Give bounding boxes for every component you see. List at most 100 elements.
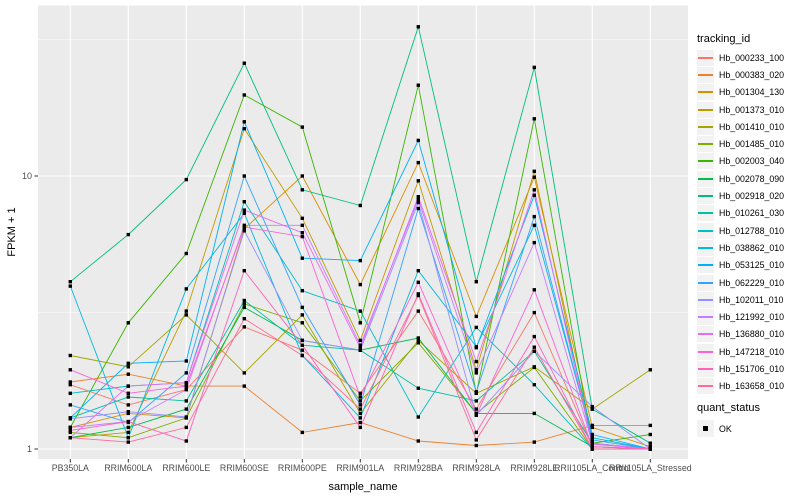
point-marker: [358, 395, 362, 399]
point-marker: [184, 387, 188, 392]
point-marker: [68, 430, 72, 435]
point-marker: [358, 321, 362, 325]
point-marker: [184, 309, 188, 313]
point-marker: [474, 280, 478, 284]
point-marker: [184, 371, 188, 375]
point-marker: [126, 372, 130, 376]
legend-item-Hb_102011_010: Hb_102011_010: [697, 291, 784, 308]
legend-item-Hb_062229_010: Hb_062229_010: [697, 274, 784, 291]
legend-item-label: Hb_002078_090: [719, 173, 785, 184]
x-tick-label: RRIM600LE: [162, 463, 210, 473]
legend-key-swatch-icon: [697, 205, 714, 222]
legend-item-label: Hb_001410_010: [719, 121, 785, 132]
point-marker: [126, 403, 130, 407]
legend-item-Hb_001410_010: Hb_001410_010: [697, 118, 784, 135]
x-tick-label: RRIM600PE: [278, 463, 327, 473]
legend-item-Hb_001485_010: Hb_001485_010: [697, 135, 784, 153]
point-marker: [358, 425, 362, 430]
point-marker: [68, 280, 72, 284]
point-marker: [416, 341, 420, 345]
legend-item-label: Hb_121992_010: [719, 312, 785, 323]
legend-item-Hb_151706_010: Hb_151706_010: [697, 360, 784, 377]
point-marker: [532, 383, 536, 387]
point-marker: [358, 411, 362, 416]
point-marker: [532, 440, 536, 444]
legend-item-label: Hb_001373_010: [719, 104, 785, 115]
point-marker: [474, 399, 478, 403]
point-marker: [532, 65, 536, 70]
point-marker: [300, 223, 304, 227]
point-marker: [474, 438, 478, 442]
point-marker: [416, 138, 420, 143]
x-tick-label: RRIM600SE: [220, 463, 269, 473]
point-marker: [416, 439, 420, 443]
point-marker: [126, 391, 130, 395]
legend-items: Hb_000233_100 Hb_000383_020 Hb_001304_130 H…: [697, 49, 784, 395]
point-marker: [242, 317, 246, 321]
point-marker: [126, 440, 130, 444]
point-marker: [358, 282, 362, 287]
point-marker: [590, 407, 594, 411]
point-marker: [68, 425, 72, 430]
point-marker: [532, 175, 536, 179]
point-marker: [532, 411, 536, 416]
legend-key-swatch-icon: [697, 343, 714, 360]
x-tick-label: RRIM928LE: [510, 463, 558, 473]
legend-key-swatch-icon: [697, 326, 714, 343]
legend-key-swatch-icon: [697, 136, 714, 153]
point-marker: [242, 200, 246, 204]
point-marker: [474, 407, 478, 411]
point-marker: [68, 353, 72, 358]
point-marker: [184, 359, 188, 363]
point-marker: [126, 232, 130, 237]
point-marker: [532, 169, 536, 173]
point-marker: [590, 432, 594, 437]
point-marker: [648, 432, 652, 437]
point-marker: [648, 447, 652, 451]
point-marker: [184, 407, 188, 411]
point-marker: [416, 280, 420, 284]
point-marker: [300, 289, 304, 293]
point-marker: [474, 314, 478, 319]
legend-item-label: Hb_001304_130: [719, 87, 785, 98]
legend-item-Hb_163658_010: Hb_163658_010: [697, 378, 784, 395]
point-marker: [416, 179, 420, 183]
point-marker: [300, 125, 304, 129]
legend-item-Hb_136880_010: Hb_136880_010: [697, 326, 784, 343]
point-marker: [242, 302, 246, 306]
legend-item-Hb_001373_010: Hb_001373_010: [697, 101, 784, 118]
point-marker: [242, 298, 246, 303]
quant-ok-label: OK: [719, 423, 732, 434]
legend-key-swatch-icon: [697, 153, 714, 170]
point-marker: [300, 174, 304, 178]
point-marker: [532, 334, 536, 339]
point-marker: [300, 321, 304, 325]
point-marker: [358, 416, 362, 420]
point-marker: [300, 353, 304, 358]
legend: tracking_id Hb_000233_100 Hb_000383_020 Hb…: [696, 0, 800, 500]
point-marker: [242, 225, 246, 229]
point-marker: [358, 403, 362, 407]
point-marker: [184, 384, 188, 388]
point-marker: [474, 359, 478, 364]
point-marker: [648, 368, 652, 372]
point-marker: [474, 390, 478, 394]
legend-item-Hb_012788_010: Hb_012788_010: [697, 222, 784, 239]
point-marker: [416, 195, 420, 199]
point-marker: [242, 227, 246, 231]
point-marker: [68, 391, 72, 395]
point-marker: [416, 160, 420, 165]
legend-key-swatch-icon: [697, 378, 714, 395]
point-marker: [68, 417, 72, 421]
legend-item-label: Hb_102011_010: [719, 294, 784, 305]
point-marker: [358, 399, 362, 403]
point-marker: [184, 313, 188, 317]
point-marker: [590, 438, 594, 442]
legend-item-Hb_002003_040: Hb_002003_040: [697, 153, 784, 170]
point-marker: [532, 310, 536, 315]
point-marker: [474, 371, 478, 375]
x-tick-label: RRIM600LA: [104, 463, 152, 473]
point-marker: [590, 404, 594, 409]
legend-item-label: Hb_000233_100: [719, 52, 785, 63]
